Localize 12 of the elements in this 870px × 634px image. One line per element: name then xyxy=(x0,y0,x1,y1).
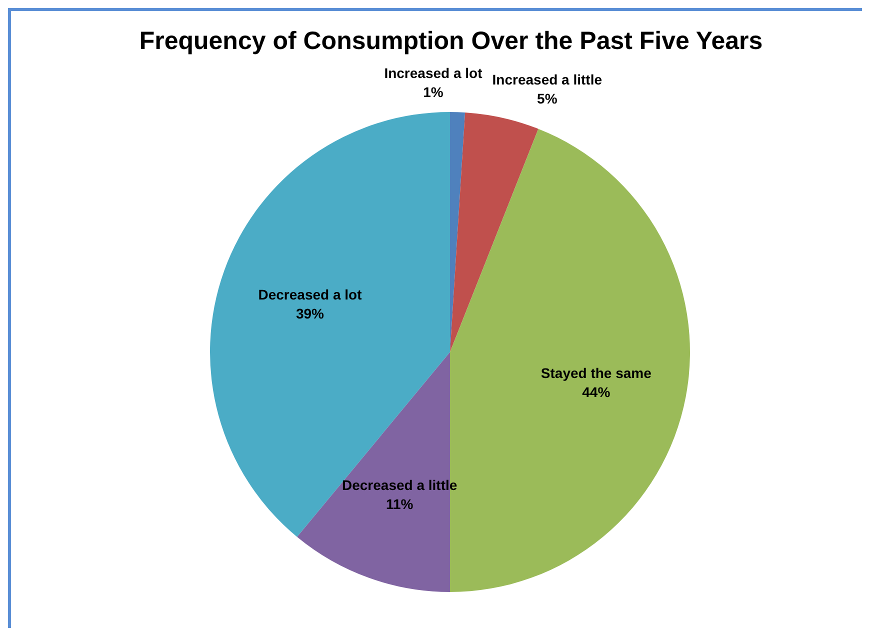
data-label: 44% xyxy=(582,384,611,400)
slice-label: Increased a little xyxy=(492,71,602,88)
data-label: 1% xyxy=(423,84,444,100)
data-label: 39% xyxy=(296,306,325,322)
data-label: 5% xyxy=(537,90,558,106)
slice-label: Increased a lot xyxy=(384,65,483,82)
slice-label: Decreased a little xyxy=(342,477,458,494)
slice-label: Decreased a lot xyxy=(258,286,362,303)
pie-slice xyxy=(450,112,538,352)
slice-label: Stayed the same xyxy=(540,364,652,381)
chart-title: Frequency of Consumption Over the Past Five Years xyxy=(138,27,764,56)
data-label: 11% xyxy=(386,496,414,512)
